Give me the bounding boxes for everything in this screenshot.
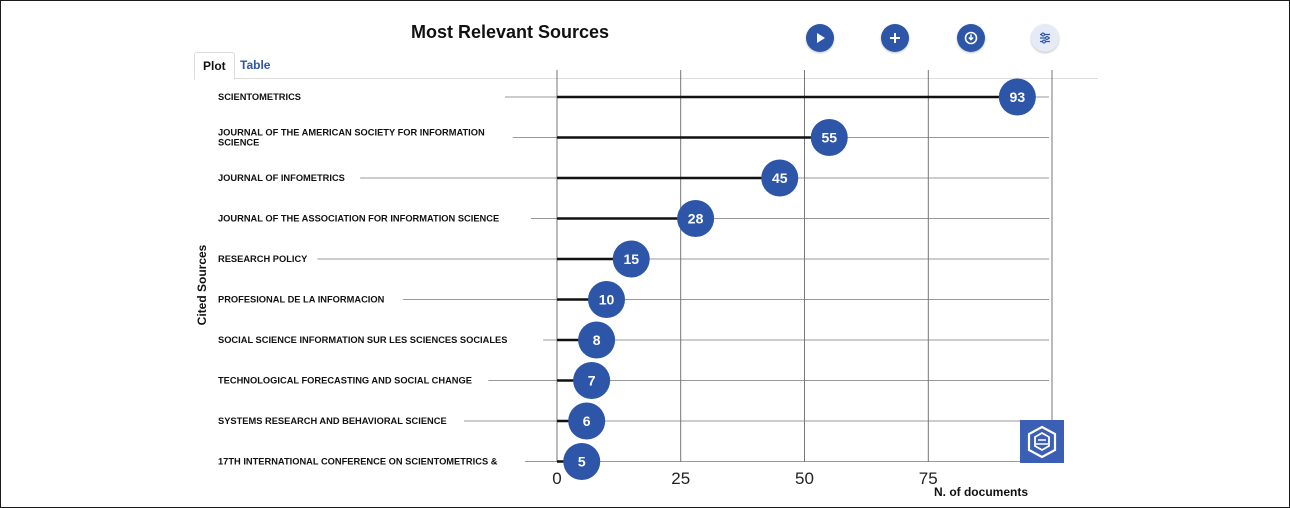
y-tick-label: JOURNAL OF THE AMERICAN SOCIETY FOR INFO… [218,128,485,138]
data-label: 10 [599,292,615,308]
lollipop-point [568,402,606,440]
download-icon [964,31,978,45]
x-tick-label: 25 [671,469,690,488]
app-logo [1020,420,1064,463]
lollipop-point [563,443,601,480]
y-tick-label: JOURNAL OF INFOMETRICS [218,173,345,183]
lollipop-point [998,78,1036,116]
y-tick-label: PROFESIONAL DE LA INFORMACION [218,295,385,305]
data-label: 28 [688,211,704,227]
lollipop-point [761,159,799,197]
lollipop-point [677,200,715,237]
y-tick-label: 17TH INTERNATIONAL CONFERENCE ON SCIENTO… [218,457,498,467]
sliders-icon [1040,32,1050,44]
x-tick-label: 75 [919,469,938,488]
data-label: 55 [821,130,837,146]
x-tick-label: 50 [795,469,814,488]
view-tabs: Plot Table [194,52,1098,80]
data-label: 15 [623,251,639,267]
y-tick-label: SCIENCE [218,138,259,148]
y-axis-title: Cited Sources [195,244,209,325]
x-tick-label: 0 [552,469,561,488]
data-label: 6 [583,413,591,429]
settings-button[interactable] [1031,24,1059,52]
y-tick-label: RESEARCH POLICY [218,254,308,264]
logo-icon [1027,425,1057,458]
download-button[interactable] [957,24,985,52]
lollipop-point [578,321,616,359]
data-label: 5 [578,454,586,470]
play-button[interactable] [806,24,834,52]
lollipop-point [588,281,625,318]
play-icon [817,33,825,43]
lollipop-point [573,362,611,399]
data-label: 8 [593,332,601,348]
add-button[interactable] [881,24,909,52]
data-label: 7 [588,373,596,389]
data-label: 45 [772,170,788,186]
y-tick-label: SCIENTOMETRICS [218,92,301,102]
x-axis-title: N. of documents [934,485,1028,499]
data-label: 93 [1010,89,1026,105]
y-tick-label: SYSTEMS RESEARCH AND BEHAVIORAL SCIENCE [218,416,447,426]
y-tick-label: TECHNOLOGICAL FORECASTING AND SOCIAL CHA… [218,376,472,386]
tab-table[interactable]: Table [240,58,271,72]
lollipop-point [810,119,848,156]
chart-title: Most Relevant Sources [410,22,610,42]
plus-icon [890,33,900,43]
lollipop-point [612,240,650,278]
tab-plot[interactable]: Plot [194,52,235,80]
y-tick-label: JOURNAL OF THE ASSOCIATION FOR INFORMATI… [218,214,499,224]
y-tick-label: SOCIAL SCIENCE INFORMATION SUR LES SCIEN… [218,335,507,345]
